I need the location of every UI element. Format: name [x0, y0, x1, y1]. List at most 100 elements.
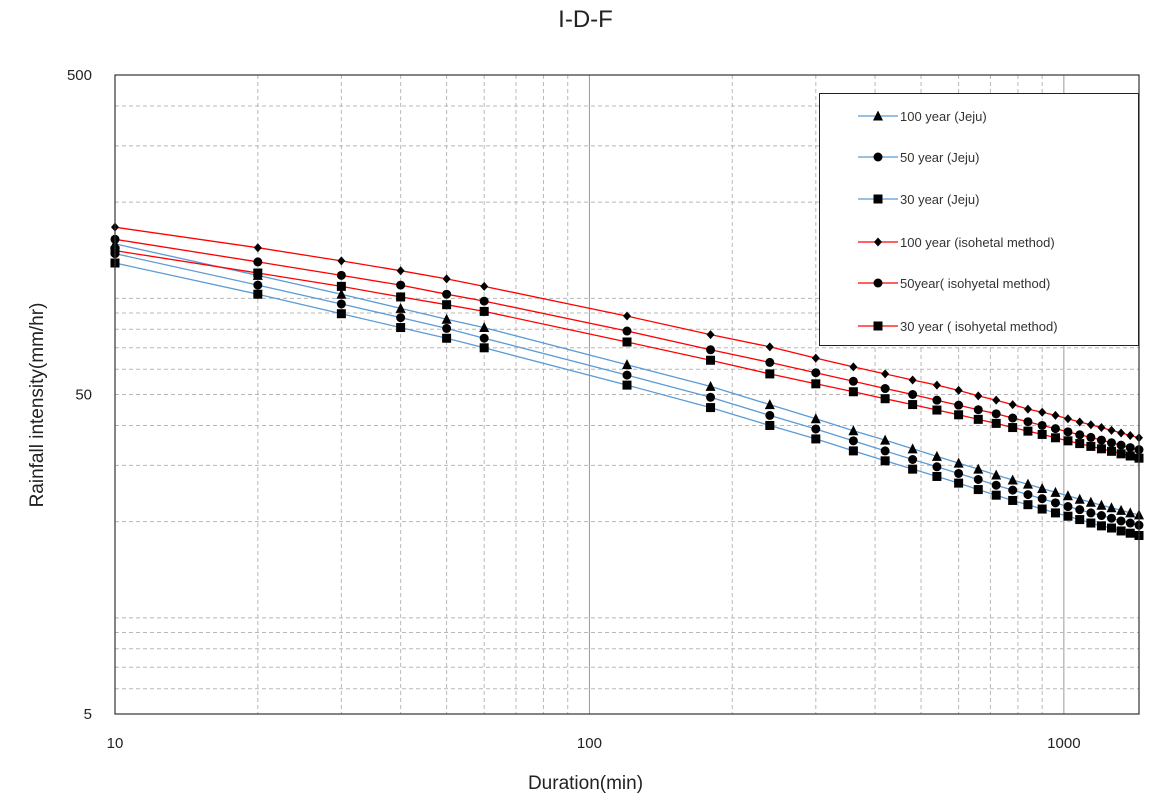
data-point-series-1 [880, 434, 891, 445]
data-point-series-5 [479, 296, 489, 306]
data-point-series-1 [479, 322, 490, 333]
x-axis-label: Duration(min) [527, 773, 644, 794]
data-point-series-6 [908, 400, 918, 410]
data-point-series-1 [1037, 482, 1048, 493]
data-point-series-5 [811, 368, 821, 378]
data-point-series-1 [1116, 504, 1127, 515]
data-point-series-2 [932, 462, 942, 472]
legend-marker [873, 152, 883, 162]
y-tick-label: 500 [67, 67, 92, 84]
data-point-series-3 [811, 434, 821, 444]
data-point-series-6 [765, 369, 775, 379]
data-point-series-1 [810, 413, 821, 424]
data-point-series-3 [1037, 504, 1047, 514]
legend-label: 100 year (Jeju) [900, 108, 987, 124]
data-point-series-5 [1050, 424, 1060, 434]
data-point-series-3 [1075, 515, 1085, 525]
data-point-series-5 [1096, 435, 1106, 445]
legend-swatch [858, 110, 898, 121]
data-point-series-4 [908, 375, 917, 385]
data-point-series-6 [973, 414, 983, 424]
data-point-series-2 [1023, 490, 1033, 500]
data-point-series-4 [1126, 431, 1135, 441]
legend-swatch [858, 321, 898, 331]
data-point-series-2 [1075, 505, 1085, 515]
data-point-series-4 [954, 385, 963, 395]
data-point-series-4 [480, 281, 489, 291]
data-point-series-1 [1125, 507, 1136, 518]
data-point-series-3 [442, 333, 452, 343]
data-point-series-3 [253, 289, 263, 299]
legend-swatch [858, 194, 898, 204]
data-point-series-2 [1008, 485, 1018, 495]
x-tick-label: 100 [577, 735, 602, 752]
legend-item: 50 year (Jeju) [858, 146, 979, 168]
data-point-series-1 [907, 443, 918, 454]
data-point-series-6 [1096, 444, 1106, 454]
data-point-series-3 [1125, 528, 1135, 538]
data-point-series-6 [848, 387, 858, 397]
data-point-series-3 [908, 464, 918, 474]
data-point-series-2 [1106, 513, 1116, 523]
data-point-series-1 [1007, 474, 1018, 485]
data-point-series-6 [1125, 451, 1135, 461]
data-point-series-6 [1075, 439, 1085, 449]
data-point-series-2 [1037, 494, 1047, 504]
data-point-series-1 [1074, 493, 1085, 504]
data-point-series-1 [931, 450, 942, 461]
data-point-series-1 [1062, 490, 1073, 501]
legend-swatch [858, 237, 898, 247]
data-point-series-6 [991, 418, 1001, 428]
data-point-series-3 [1023, 500, 1033, 510]
data-point-series-3 [396, 323, 406, 333]
data-point-series-2 [706, 392, 716, 402]
data-point-series-1 [705, 380, 716, 391]
data-point-series-3 [1008, 495, 1018, 505]
data-point-series-4 [765, 342, 774, 352]
data-point-series-2 [991, 480, 1001, 490]
data-point-series-6 [811, 379, 821, 389]
data-point-series-5 [880, 384, 890, 394]
data-point-series-3 [991, 490, 1001, 500]
data-point-series-4 [881, 369, 890, 379]
data-point-series-6 [1086, 441, 1096, 451]
data-point-series-5 [1037, 420, 1047, 430]
data-point-series-5 [622, 326, 632, 336]
legend-marker [874, 237, 882, 247]
data-point-series-6 [396, 292, 406, 302]
data-point-series-6 [336, 281, 346, 291]
data-point-series-4 [1097, 423, 1106, 433]
data-point-series-5 [1023, 417, 1033, 427]
data-point-series-1 [1022, 478, 1033, 489]
data-point-series-4 [992, 395, 1001, 405]
data-point-series-3 [1096, 521, 1106, 531]
data-point-series-5 [973, 405, 983, 415]
data-point-series-2 [1086, 508, 1096, 518]
data-point-series-3 [622, 380, 632, 390]
data-point-series-3 [954, 478, 964, 488]
data-point-series-3 [1086, 518, 1096, 528]
data-point-series-5 [848, 376, 858, 386]
data-point-series-5 [954, 400, 964, 410]
legend-marker [873, 194, 883, 204]
legend-item: 50year( isohyetal method) [858, 272, 1050, 294]
data-point-series-2 [973, 474, 983, 484]
data-point-series-4 [932, 380, 941, 390]
plot-frame [114, 74, 1140, 715]
data-point-series-3 [932, 471, 942, 481]
data-point-series-1 [1106, 502, 1117, 513]
data-point-series-6 [954, 410, 964, 420]
legend-item: 30 year (Jeju) [858, 188, 979, 210]
data-point-series-2 [848, 436, 858, 446]
data-point-series-4 [1086, 420, 1095, 430]
legend-item: 100 year (Jeju) [858, 105, 987, 127]
data-point-series-4 [706, 330, 715, 340]
data-point-series-4 [1075, 417, 1084, 427]
data-point-series-3 [848, 446, 858, 456]
data-point-series-2 [1063, 502, 1073, 512]
data-point-series-5 [336, 270, 346, 280]
data-point-series-4 [1107, 425, 1116, 435]
data-point-series-5 [932, 395, 942, 405]
data-point-series-3 [765, 420, 775, 430]
data-point-series-6 [1116, 449, 1126, 459]
